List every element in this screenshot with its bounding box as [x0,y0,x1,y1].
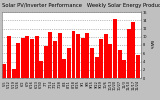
Bar [30,39,34,78]
Bar [53,41,57,78]
Bar [108,44,112,78]
Bar [90,48,94,78]
Bar [118,50,122,78]
Bar [48,32,52,78]
Bar [16,43,20,78]
Bar [21,38,25,78]
Bar [81,38,85,78]
Bar [58,33,62,78]
Bar [12,69,16,78]
Bar [113,19,117,78]
Bar [136,55,140,78]
Bar [85,33,89,78]
Bar [62,59,66,78]
Text: Solar PV/Inverter Performance   Weekly Solar Energy Production: Solar PV/Inverter Performance Weekly Sol… [2,3,160,8]
Bar [104,34,108,78]
Bar [44,46,48,78]
Bar [39,61,43,78]
Bar [122,60,126,78]
Bar [72,31,76,78]
Bar [76,34,80,78]
Bar [95,57,99,78]
Bar [132,22,135,78]
Bar [99,39,103,78]
Bar [35,36,39,78]
Bar [25,36,29,78]
Bar [67,48,71,78]
Bar [7,36,11,78]
Y-axis label: kWh: kWh [149,40,153,50]
Bar [127,29,131,78]
Bar [2,64,6,78]
